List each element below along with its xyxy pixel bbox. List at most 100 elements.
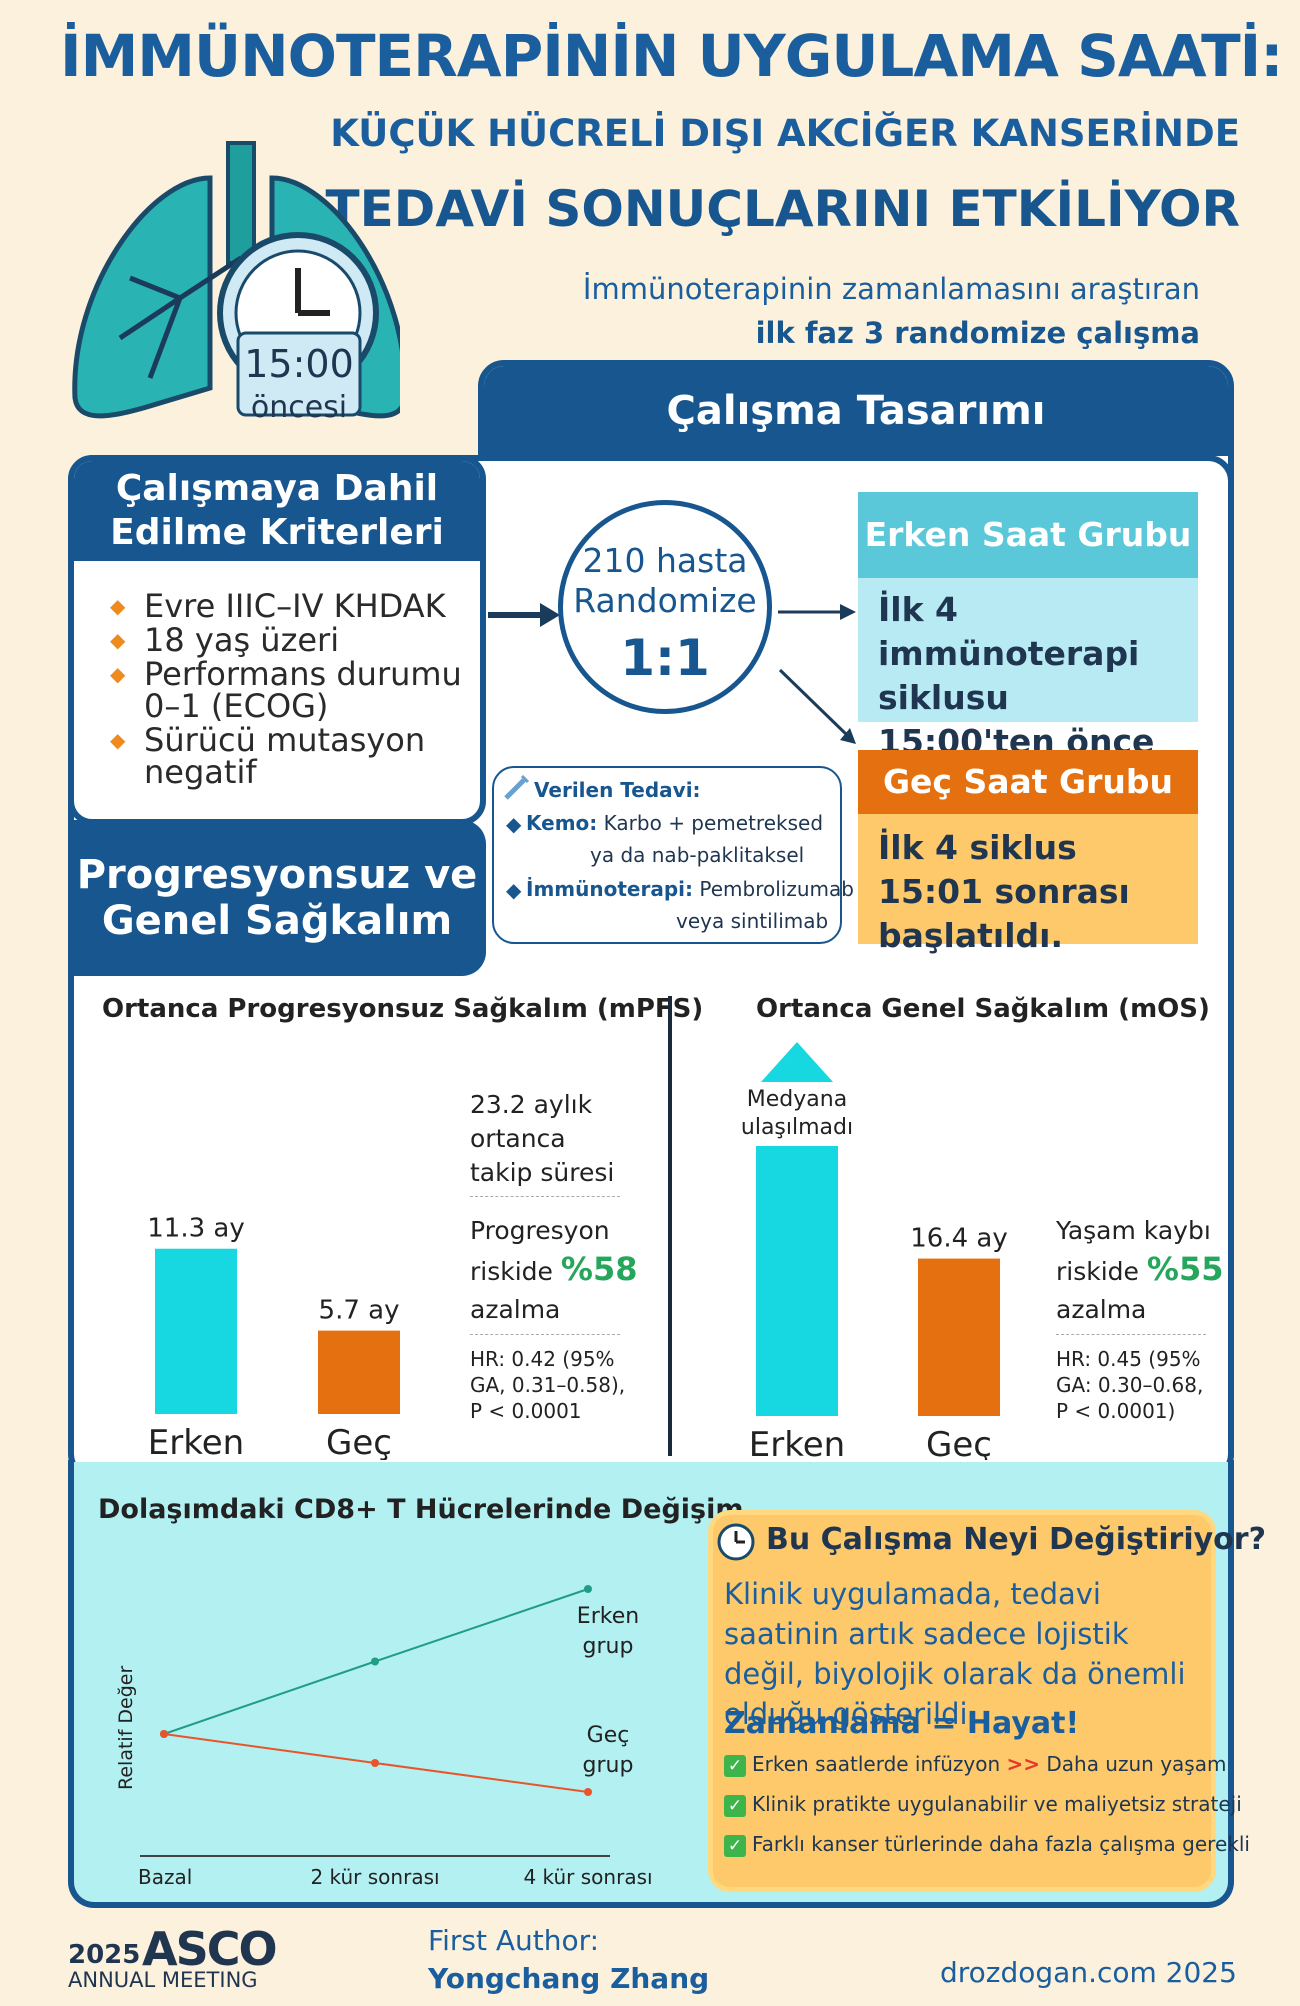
- data-point: [371, 1759, 379, 1767]
- immuno-label: İmmünoterapi:: [526, 877, 693, 901]
- syringe-icon: [504, 774, 530, 800]
- asco-year: 2025: [68, 1940, 141, 1970]
- data-label: ulaşılmadı: [741, 1115, 853, 1140]
- cd8-chart-title: Dolaşımdaki CD8+ T Hücrelerinde Değişim: [98, 1494, 744, 1525]
- bar-geç: [918, 1258, 1000, 1416]
- data-label: Medyana: [747, 1087, 847, 1112]
- bar-erken: [155, 1248, 237, 1414]
- bullet-icon: ◆: [506, 878, 522, 902]
- data-point: [160, 1730, 168, 1738]
- description-line-2: ilk faz 3 randomize çalışma: [755, 316, 1200, 350]
- what-changes-slogan: Zamanlama = Hayat!: [724, 1706, 1080, 1741]
- clock-caption: öncesi: [250, 390, 348, 425]
- category-label: Erken: [749, 1425, 845, 1460]
- category-label: Geç: [326, 1423, 392, 1460]
- checkmark-icon: ✓: [724, 1754, 746, 1777]
- subtitle-line-2: TEDAVİ SONUÇLARINI ETKİLİYOR: [325, 180, 1240, 238]
- data-point: [371, 1657, 379, 1666]
- data-label: 16.4 ay: [910, 1224, 1007, 1254]
- immuno-line-1: Pembrolizumab: [699, 877, 854, 901]
- clock-time: 15:00: [244, 342, 354, 386]
- inclusion-list: Evre IIIC–IV KHDAK 18 yaş üzeri Performa…: [110, 590, 480, 790]
- series-label: grup: [583, 1634, 634, 1659]
- pfs-risk-2: riskide: [470, 1257, 553, 1286]
- description-line-1: İmmünoterapinin zamanlamasını araştıran: [582, 272, 1200, 306]
- lower-frame: [68, 1460, 1234, 1908]
- series-label: Erken: [577, 1604, 639, 1629]
- tick-label: Bazal: [138, 1865, 192, 1889]
- flow-arrows: [488, 603, 856, 744]
- os-hr-3: P < 0.0001): [1056, 1399, 1176, 1423]
- late-group-title: Geç Saat Grubu: [858, 750, 1198, 814]
- main-title: İMMÜNOTERAPİNİN UYGULAMA SAATİ:: [60, 22, 1283, 90]
- check-item: ✓ Erken saatlerde infüzyon >> Daha uzun y…: [724, 1752, 1226, 1777]
- site-credit: drozdogan.com 2025: [940, 1956, 1237, 1989]
- pfs-hr-1: HR: 0.42 (95%: [470, 1347, 615, 1371]
- check-item: ✓ Farklı kanser türlerinde daha fazla çal…: [724, 1832, 1250, 1857]
- randomize-circle: 210 hasta Randomize 1:1: [558, 500, 772, 714]
- os-risk-3: azalma: [1056, 1295, 1147, 1324]
- y-axis-label: Relatif Değer: [115, 1666, 137, 1790]
- pfs-bar-chart: 11.3 ay Erken 5.7 ay Geç: [147, 1214, 400, 1460]
- checkmark-icon: ✓: [724, 1834, 746, 1857]
- inclusion-title: Çalışmaya Dahil Edilme Kriterleri: [74, 461, 480, 561]
- tick-label: 2 kür sonrası: [310, 1865, 439, 1889]
- os-risk-pct: %55: [1146, 1250, 1224, 1288]
- lungs-clock-icon: [72, 141, 400, 419]
- first-author-label: First Author:: [428, 1924, 600, 1957]
- series-label: grup: [583, 1753, 634, 1778]
- os-chart-title: Ortanca Genel Sağkalım (mOS): [756, 994, 1210, 1024]
- late-group-text: İlk 4 siklus 15:01 sonrası başlatıldı.: [878, 828, 1130, 955]
- data-label: 11.3 ay: [147, 1214, 244, 1244]
- bar-geç: [318, 1330, 400, 1414]
- category-label: Geç: [926, 1425, 992, 1460]
- chart-divider: [668, 996, 672, 1456]
- bullet-icon: ◆: [506, 812, 522, 836]
- chemo-line-1: Karbo + pemetreksed: [603, 811, 824, 835]
- checkmark-icon: ✓: [724, 1794, 746, 1817]
- pfs-risk-1: Progresyon: [470, 1216, 610, 1245]
- pfs-hr-2: GA, 0.31–0.58),: [470, 1373, 626, 1397]
- early-group-title: Erken Saat Grubu: [858, 492, 1198, 578]
- inclusion-item: Performans durumu 0–1 (ECOG): [110, 658, 480, 722]
- what-changes-box: [708, 1510, 1216, 1892]
- pfs-followup-3: takip süresi: [470, 1158, 615, 1187]
- not-reached-arrow-icon: [761, 1042, 833, 1082]
- what-changes-title: Bu Çalışma Neyi Değiştiriyor?: [766, 1522, 1266, 1557]
- data-point: [584, 1788, 592, 1796]
- inclusion-item: 18 yaş üzeri: [110, 624, 480, 656]
- chemo-label: Kemo:: [526, 811, 598, 835]
- survival-title: Progresyonsuz ve Genel Sağkalım: [68, 820, 486, 976]
- first-author-name: Yongchang Zhang: [428, 1962, 710, 1995]
- os-hr-1: HR: 0.45 (95%: [1056, 1347, 1201, 1371]
- asco-logo: ASCO: [142, 1922, 278, 1976]
- divider: [470, 1196, 620, 1197]
- series-label: Geç: [587, 1723, 630, 1748]
- pfs-followup-2: ortanca: [470, 1124, 566, 1153]
- os-risk-2: riskide: [1056, 1257, 1139, 1286]
- clock-icon: [717, 1523, 755, 1561]
- pfs-followup-1: 23.2 aylık: [470, 1090, 593, 1119]
- study-design-title: Çalışma Tasarımı: [484, 366, 1228, 456]
- pfs-hr-3: P < 0.0001: [470, 1399, 582, 1423]
- divider: [1056, 1334, 1206, 1335]
- subtitle-line-1: KÜÇÜK HÜCRELİ DIŞI AKCİĞER KANSERİNDE: [330, 112, 1240, 155]
- data-label: 5.7 ay: [319, 1296, 400, 1326]
- treatment-box: [492, 766, 842, 944]
- os-bar-chart: Medyana ulaşılmadı Erken 16.4 ay Geç: [741, 1042, 1008, 1460]
- pfs-risk-pct: %58: [560, 1250, 638, 1288]
- inclusion-item: Evre IIIC–IV KHDAK: [110, 590, 480, 622]
- category-label: Erken: [148, 1423, 244, 1460]
- data-point: [584, 1585, 592, 1593]
- asco-subtitle: ANNUAL MEETING: [68, 1968, 258, 1992]
- tick-label: 4 kür sonrası: [523, 1865, 652, 1889]
- inclusion-item: Sürücü mutasyon negatif: [110, 724, 480, 788]
- os-hr-2: GA: 0.30–0.68,: [1056, 1373, 1204, 1397]
- divider: [470, 1334, 620, 1335]
- bar-erken: [756, 1146, 838, 1416]
- pfs-chart-title: Ortanca Progresyonsuz Sağkalım (mPFS): [102, 994, 704, 1024]
- pfs-risk-3: azalma: [470, 1295, 561, 1324]
- what-changes-text: Klinik uygulamada, tedavi saatinin artık…: [724, 1577, 1186, 1731]
- os-risk-1: Yaşam kaybı: [1056, 1216, 1211, 1245]
- immuno-line-2: veya sintilimab: [676, 909, 829, 933]
